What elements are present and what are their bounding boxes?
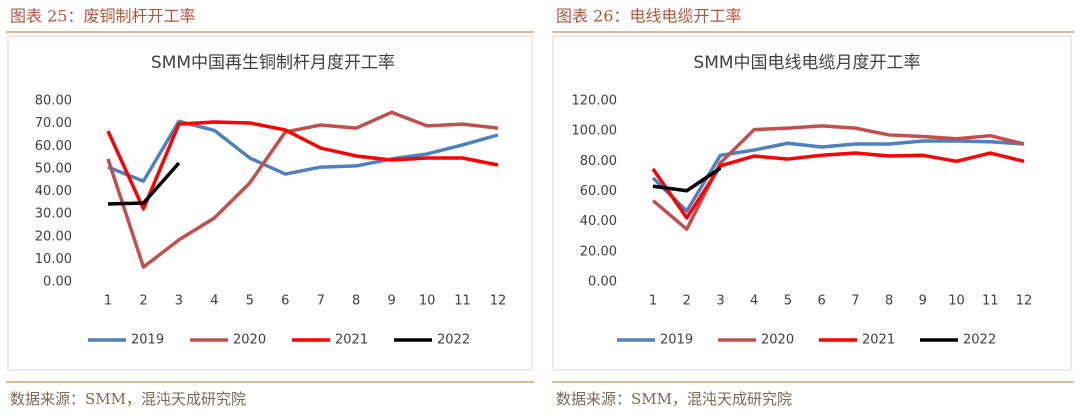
legend-label: 2021 <box>862 333 895 348</box>
legend-label: 2019 <box>131 333 164 348</box>
y-tick-label: 80.00 <box>580 154 617 169</box>
x-tick-label: 11 <box>454 294 471 309</box>
x-tick-label: 9 <box>919 294 927 309</box>
x-tick-label: 10 <box>948 294 965 309</box>
y-tick-label: 10.00 <box>35 252 72 267</box>
series-line <box>652 166 722 193</box>
x-tick-label: 5 <box>246 294 254 309</box>
chart-title: SMM中国再生铜制杆月度开工率 <box>151 53 395 73</box>
legend-label: 2021 <box>335 333 368 348</box>
x-tick-label: 12 <box>1016 294 1033 309</box>
y-tick-label: 30.00 <box>35 207 72 222</box>
x-tick-label: 5 <box>784 294 792 309</box>
y-tick-label: 20.00 <box>35 229 72 244</box>
legend-label: 2022 <box>437 333 470 348</box>
legend-label: 2022 <box>963 333 996 348</box>
x-tick-label: 7 <box>851 294 859 309</box>
x-tick-label: 10 <box>419 294 436 309</box>
series-line <box>107 161 181 206</box>
y-tick-label: 80.00 <box>35 94 72 109</box>
y-tick-label: 70.00 <box>35 116 72 131</box>
y-tick-label: 100.00 <box>572 124 618 139</box>
x-tick-label: 1 <box>649 294 657 309</box>
y-tick-label: 60.00 <box>35 139 72 154</box>
series-line <box>651 151 1025 220</box>
x-tick-label: 1 <box>104 294 112 309</box>
x-tick-label: 3 <box>716 294 724 309</box>
x-tick-label: 2 <box>683 294 691 309</box>
x-tick-label: 4 <box>750 294 758 309</box>
y-tick-label: 40.00 <box>580 214 617 229</box>
chart-frame <box>7 35 533 371</box>
x-tick-label: 2 <box>139 294 147 309</box>
y-tick-label: 0.00 <box>588 275 617 290</box>
x-tick-label: 11 <box>982 294 999 309</box>
x-tick-label: 7 <box>317 294 325 309</box>
series-line <box>106 110 499 269</box>
chart-frame <box>552 35 1072 371</box>
y-tick-label: 60.00 <box>580 184 617 199</box>
heading: 图表 26：电线电缆开工率 <box>556 7 741 26</box>
series-line <box>107 119 499 183</box>
source: 数据来源：SMM，混沌天成研究院 <box>10 390 246 408</box>
legend-label: 2020 <box>761 333 794 348</box>
x-tick-label: 3 <box>175 294 183 309</box>
x-tick-label: 8 <box>352 294 360 309</box>
x-tick-label: 9 <box>387 294 395 309</box>
heading: 图表 25：废铜制杆开工率 <box>10 7 195 26</box>
x-tick-label: 4 <box>210 294 218 309</box>
x-tick-label: 6 <box>281 294 289 309</box>
series-line <box>106 120 499 211</box>
y-tick-label: 50.00 <box>35 161 72 176</box>
x-tick-label: 6 <box>817 294 825 309</box>
y-tick-label: 40.00 <box>35 184 72 199</box>
series-line <box>651 139 1025 213</box>
chart-title: SMM中国电线电缆月度开工率 <box>693 53 920 73</box>
x-tick-label: 12 <box>490 294 507 309</box>
y-tick-label: 120.00 <box>572 94 618 109</box>
x-tick-label: 8 <box>885 294 893 309</box>
y-tick-label: 0.00 <box>43 275 72 290</box>
legend-label: 2019 <box>660 333 693 348</box>
legend-label: 2020 <box>233 333 266 348</box>
y-tick-label: 20.00 <box>580 244 617 259</box>
source: 数据来源：SMM，混沌天成研究院 <box>556 390 792 408</box>
